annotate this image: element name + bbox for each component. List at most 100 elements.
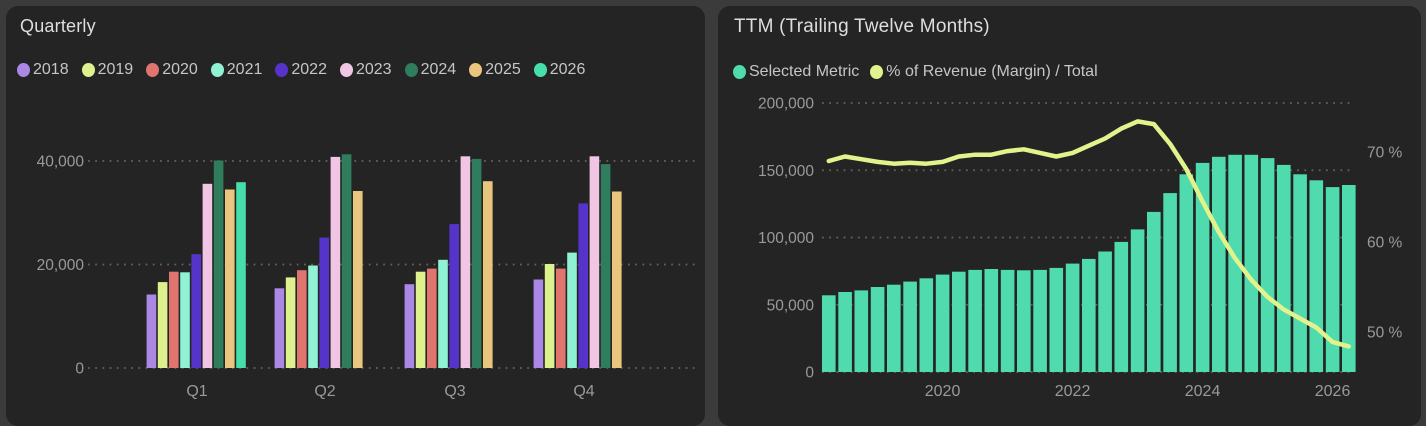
bar-ttm-2023-Q3[interactable] (1163, 193, 1177, 372)
bar-2024-Q2[interactable] (341, 154, 352, 368)
legend-item-2021[interactable]: 2021 (210, 61, 263, 79)
bar-ttm-2023-Q2[interactable] (1147, 211, 1161, 372)
bar-2021-Q3[interactable] (438, 259, 448, 368)
x-axis-tick: Q4 (573, 383, 594, 400)
bar-2024-Q3[interactable] (471, 158, 482, 368)
bar-2018-Q1[interactable] (146, 294, 157, 369)
bar-2020-Q2[interactable] (297, 270, 307, 368)
y-axis-tick-left: 100,000 (758, 230, 814, 247)
bar-2025-Q2[interactable] (353, 191, 363, 368)
bar-ttm-2019-Q3[interactable] (903, 281, 917, 372)
bar-ttm-2019-Q4[interactable] (919, 278, 934, 372)
bar-ttm-2025-Q1[interactable] (1260, 158, 1275, 372)
x-axis-tick: 2022 (1055, 383, 1091, 400)
legend-item-2024[interactable]: 2024 (404, 61, 457, 79)
legend-item-2019[interactable]: 2019 (81, 61, 133, 79)
bar-2023-Q4[interactable] (589, 156, 600, 368)
legend-label: Selected Metric (749, 63, 860, 80)
bar-ttm-2026-Q1[interactable] (1325, 187, 1340, 372)
bar-ttm-2020-Q3[interactable] (968, 269, 982, 372)
quarterly-chart[interactable]: 0 20,000 40,000 Q1 Q2 Q3 Q4 (6, 6, 705, 426)
legend-dot (81, 63, 95, 77)
bar-ttm-2025-Q4[interactable] (1309, 180, 1324, 372)
bar-2019-Q1[interactable] (157, 282, 168, 368)
bar-2025-Q4[interactable] (612, 191, 622, 369)
bar-ttm-2021-Q4[interactable] (1049, 267, 1064, 372)
bar-ttm-2020-Q4[interactable] (984, 269, 999, 372)
bar-2026-Q1[interactable] (236, 182, 246, 368)
bar-2023-Q1[interactable] (202, 183, 213, 368)
legend-dot (533, 63, 547, 77)
bar-2020-Q4[interactable] (556, 268, 566, 368)
legend-label: 2024 (420, 61, 457, 78)
bar-ttm-2018-Q4[interactable] (854, 290, 869, 372)
bar-ttm-2024-Q4[interactable] (1244, 154, 1259, 372)
legend-item-of-revenue-margin-total[interactable]: % of Revenue (Margin) / Total (870, 63, 1098, 81)
bar-2021-Q4[interactable] (567, 252, 577, 368)
ttm-legend: Selected Metric % of Revenue (Margin) / T… (733, 63, 1098, 81)
bar-ttm-2021-Q3[interactable] (1033, 269, 1047, 372)
legend-label: 2021 (226, 61, 263, 78)
bar-2021-Q2[interactable] (308, 265, 318, 369)
bar-ttm-2022-Q2[interactable] (1082, 258, 1096, 372)
bar-2019-Q2[interactable] (285, 277, 296, 368)
bar-ttm-2021-Q2[interactable] (1017, 270, 1031, 372)
bar-ttm-2022-Q4[interactable] (1114, 241, 1129, 372)
legend-item-2018[interactable]: 2018 (17, 61, 69, 79)
bar-ttm-2019-Q1[interactable] (870, 287, 885, 372)
legend-dot (339, 63, 353, 77)
bar-2022-Q1[interactable] (191, 254, 201, 368)
bar-ttm-2023-Q4[interactable] (1179, 174, 1194, 372)
bar-ttm-2021-Q1[interactable] (1000, 269, 1015, 372)
bar-ttm-2024-Q1[interactable] (1195, 162, 1210, 372)
legend-item-2023[interactable]: 2023 (339, 61, 392, 79)
bar-ttm-2025-Q2[interactable] (1277, 164, 1291, 372)
bar-2022-Q4[interactable] (578, 203, 588, 368)
bar-ttm-2024-Q2[interactable] (1212, 156, 1226, 372)
bar-2019-Q4[interactable] (544, 264, 555, 368)
legend-item-selected-metric[interactable]: Selected Metric (733, 63, 859, 81)
bar-ttm-2025-Q3[interactable] (1293, 174, 1307, 372)
x-axis-tick: 2026 (1315, 383, 1351, 400)
bar-ttm-2020-Q2[interactable] (952, 271, 966, 372)
bar-ttm-2023-Q1[interactable] (1130, 229, 1145, 372)
bar-2018-Q3[interactable] (404, 284, 415, 368)
legend-item-2025[interactable]: 2025 (469, 61, 521, 79)
y-axis-tick: 20,000 (37, 257, 85, 274)
bar-ttm-2019-Q2[interactable] (887, 284, 901, 372)
bar-2022-Q3[interactable] (449, 224, 459, 368)
bar-2018-Q2[interactable] (274, 288, 285, 368)
legend-dot (870, 65, 884, 79)
bar-ttm-2022-Q1[interactable] (1065, 263, 1080, 372)
bar-ttm-2024-Q3[interactable] (1228, 154, 1242, 372)
bar-2025-Q1[interactable] (225, 189, 235, 369)
bar-2020-Q1[interactable] (169, 271, 179, 368)
bar-2024-Q1[interactable] (213, 160, 224, 369)
legend-item-2020[interactable]: 2020 (146, 61, 198, 79)
x-axis-tick: Q2 (314, 383, 335, 400)
bar-ttm-2018-Q3[interactable] (838, 292, 852, 372)
legend-dot (146, 63, 160, 77)
bar-2018-Q4[interactable] (533, 279, 544, 369)
bar-ttm-2022-Q3[interactable] (1098, 251, 1112, 373)
bar-2023-Q3[interactable] (460, 156, 471, 368)
bar-ttm-2020-Q1[interactable] (935, 274, 950, 372)
y-axis-tick: 0 (75, 361, 84, 378)
bar-2022-Q2[interactable] (319, 237, 329, 368)
bar-2020-Q3[interactable] (427, 268, 437, 368)
bar-2024-Q4[interactable] (600, 164, 611, 368)
y-axis-tick-left: 150,000 (758, 163, 814, 180)
bar-ttm-2026-Q2[interactable] (1342, 185, 1356, 372)
legend-dot (733, 65, 746, 79)
y-axis-tick-right: 70 % (1367, 145, 1403, 162)
legend-dot (469, 63, 483, 77)
bar-2025-Q3[interactable] (483, 181, 493, 368)
bar-ttm-2018-Q2[interactable] (822, 295, 836, 372)
bar-2023-Q2[interactable] (330, 156, 341, 368)
bar-2021-Q1[interactable] (180, 272, 190, 368)
margin-line[interactable] (826, 119, 1352, 349)
legend-item-2022[interactable]: 2022 (275, 61, 327, 79)
ttm-chart[interactable]: 0 50,000 100,000 150,000 200,000 50 % 60 % 70 %… (718, 6, 1421, 426)
legend-item-2026[interactable]: 2026 (533, 61, 585, 79)
bar-2019-Q3[interactable] (415, 271, 426, 368)
